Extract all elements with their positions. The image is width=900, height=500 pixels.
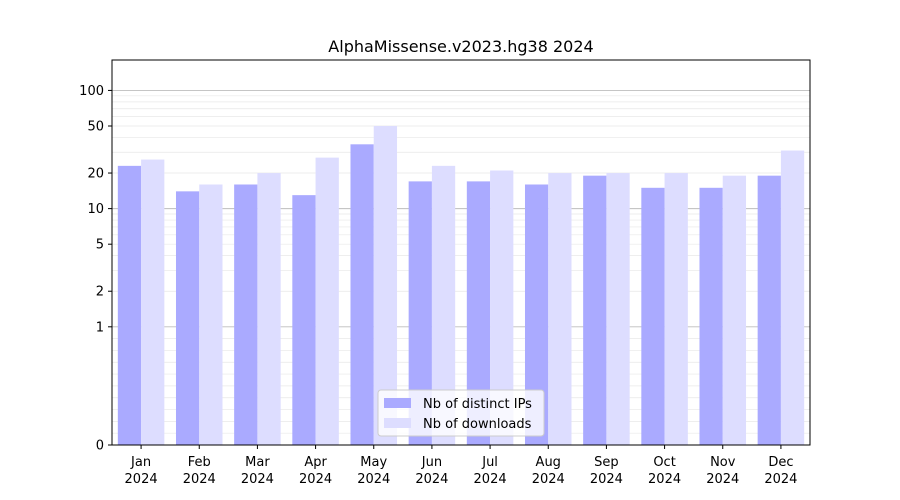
x-tick-label-month: Mar [245, 455, 270, 470]
legend-box [377, 389, 545, 437]
bar [292, 195, 316, 445]
x-tick-label-month: May [360, 455, 387, 470]
x-tick-label-month: Dec [768, 455, 793, 470]
bar [641, 187, 665, 446]
x-tick-label-month: Nov [710, 455, 736, 470]
bar [408, 181, 432, 445]
x-tick-label-year: 2024 [125, 472, 158, 487]
x-tick-label-month: Oct [653, 455, 675, 470]
bar [117, 165, 142, 445]
chart-title: AlphaMissense.v2023.hg38 2024 [328, 37, 593, 56]
bar [699, 187, 723, 446]
y-tick-label: 2 [96, 285, 104, 300]
bar [664, 173, 688, 445]
bar [490, 170, 514, 445]
bar [583, 175, 607, 445]
x-tick-label-year: 2024 [241, 472, 274, 487]
x-tick-label-year: 2024 [648, 472, 681, 487]
x-tick-label-month: Jan [130, 455, 151, 470]
bar [141, 159, 165, 446]
y-tick-label: 0 [96, 439, 104, 454]
legend-swatch [384, 418, 411, 428]
y-tick-label: 20 [87, 167, 104, 182]
bar [722, 175, 747, 445]
x-tick-label-year: 2024 [299, 472, 332, 487]
legend-label: Nb of downloads [423, 417, 532, 432]
x-tick-label-year: 2024 [532, 472, 565, 487]
y-tick-label: 1 [96, 320, 104, 335]
x-tick-label-month: Aug [536, 455, 561, 470]
bar [524, 184, 549, 446]
x-tick-label-month: Apr [304, 455, 327, 470]
plot-frame [111, 59, 811, 446]
x-tick-label-year: 2024 [183, 472, 216, 487]
bar [466, 181, 491, 445]
legend-swatch [384, 398, 411, 408]
x-tick-label-month: Sep [594, 455, 619, 470]
bar [350, 144, 374, 446]
x-tick-label-year: 2024 [590, 472, 623, 487]
x-tick-label-year: 2024 [474, 472, 507, 487]
x-tick-label-month: Feb [188, 455, 211, 470]
bar [431, 165, 456, 445]
y-tick-label: 100 [79, 84, 104, 99]
bar [548, 173, 572, 445]
x-tick-label-year: 2024 [764, 472, 797, 487]
bar [315, 157, 339, 445]
bars [117, 126, 805, 446]
bar [757, 175, 781, 445]
bar [780, 150, 805, 445]
grid-lines [112, 89, 810, 434]
legend-label: Nb of distinct IPs [423, 397, 532, 412]
x-tick-label-year: 2024 [415, 472, 448, 487]
x-tick-label-year: 2024 [357, 472, 390, 487]
y-tick-label: 50 [87, 120, 104, 135]
bar [199, 184, 223, 446]
y-tick-label: 5 [96, 238, 104, 253]
x-tick-label-month: Jun [421, 455, 442, 470]
bar [606, 173, 630, 445]
bar [175, 191, 200, 445]
legend: Nb of distinct IPs Nb of downloads [377, 389, 545, 437]
axes: 0 1 2 5 10 20 50 100 Jan 2024 Feb 2024 Mar 2024 Apr 202… [79, 59, 811, 487]
bar [257, 173, 281, 445]
bar [373, 126, 398, 445]
x-tick-label-month: Jul [481, 455, 498, 470]
bar [234, 184, 258, 446]
y-tick-label: 10 [87, 202, 104, 217]
x-tick-label-year: 2024 [706, 472, 739, 487]
